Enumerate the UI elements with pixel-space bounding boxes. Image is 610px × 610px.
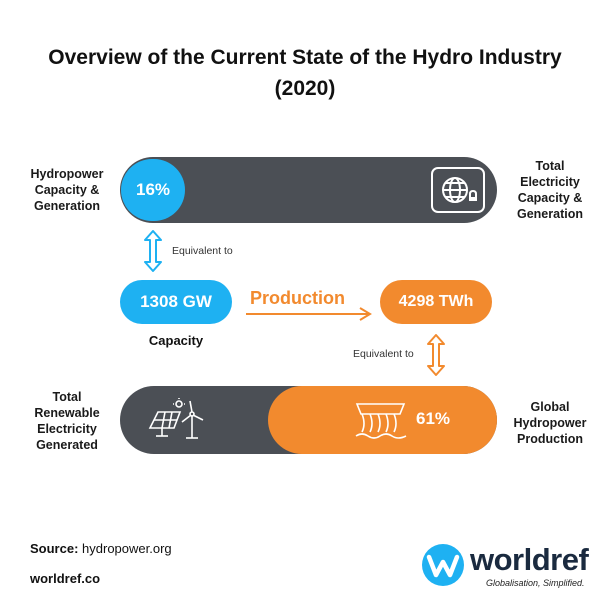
capacity-value: 1308 GW [140, 292, 212, 311]
label-line: Capacity & [517, 191, 583, 205]
label-line: Global [530, 400, 570, 414]
hydro-production-share-bar [268, 386, 497, 454]
brand-name: worldref [470, 542, 589, 577]
production-pill: 4298 TWh [380, 280, 492, 324]
title-line-2: (2020) [274, 77, 336, 100]
brand-tagline: Globalisation, Simplified. [486, 578, 585, 588]
site-url: worldref.co [30, 571, 101, 586]
hydro-share-value: 16% [135, 180, 171, 199]
capacity-pill: 1308 GW [120, 280, 232, 324]
production-label: Production [250, 288, 345, 308]
label-line: Production [517, 432, 583, 446]
label-line: Generation [34, 199, 100, 213]
renewable-electricity-label: Total Renewable Electricity Generated [22, 389, 112, 453]
label-line: Electricity [37, 422, 97, 436]
total-electricity-label: Total Electricity Capacity & Generation [505, 158, 595, 222]
worldref-logo-icon [422, 544, 464, 586]
hydro-production-share: 61% [416, 409, 451, 428]
double-arrow-icon [144, 230, 162, 272]
capacity-label: Capacity [148, 333, 204, 348]
globe-electricity-icon [431, 167, 485, 213]
label-line: Generated [36, 438, 98, 452]
hydropower-capacity-label: Hydropower Capacity & Generation [22, 166, 112, 214]
hydro-share-circle: 16% [121, 159, 185, 221]
label-line: Hydropower [30, 167, 104, 181]
label-line: Total [535, 159, 565, 173]
production-value: 4298 TWh [398, 293, 474, 310]
label-line: Renewable [34, 406, 100, 420]
source-line: Source: hydropower.org [30, 541, 172, 556]
page-title: Overview of the Current State of the Hyd… [20, 42, 590, 104]
label-line: Total [52, 390, 82, 404]
title-line-1: Overview of the Current State of the Hyd… [48, 46, 562, 69]
dam-icon [355, 403, 407, 439]
label-line: Electricity [520, 175, 580, 189]
global-hydropower-label: Global Hydropower Production [505, 399, 595, 447]
label-line: Hydropower [513, 416, 587, 430]
equivalent-to-label: Equivalent to [172, 245, 233, 257]
source-label: Source: [30, 541, 79, 556]
equivalent-to-label: Equivalent to [353, 348, 414, 360]
source-value: hydropower.org [82, 541, 172, 556]
label-line: Generation [517, 207, 583, 221]
solar-wind-icon [148, 398, 204, 439]
double-arrow-icon [427, 334, 445, 376]
production-arrow-icon [246, 307, 372, 321]
label-line: Capacity & [34, 183, 100, 197]
